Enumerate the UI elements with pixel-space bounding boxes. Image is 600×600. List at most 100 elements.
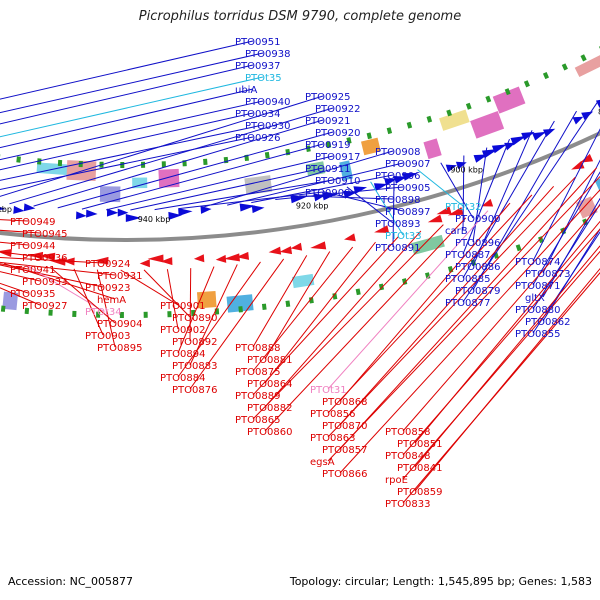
label-leader-line — [252, 246, 354, 372]
forward-gene-arrow — [106, 208, 119, 217]
gene-label: PTO0886 — [455, 262, 500, 273]
label-leader-line — [327, 176, 576, 438]
grid-tick — [485, 95, 492, 103]
grid-tick — [57, 159, 63, 167]
grid-tick — [493, 251, 499, 259]
gene-label: PTO0923 — [85, 283, 130, 294]
grid-tick — [78, 160, 83, 168]
feature-block — [575, 196, 598, 219]
label-leader-line — [0, 64, 254, 125]
gene-label: PTO0871 — [515, 281, 560, 292]
gene-label: PTO0909 — [305, 188, 350, 199]
label-leader-line — [177, 261, 261, 378]
gene-label: PTO0890 — [172, 313, 217, 324]
gene-label: PTO0857 — [322, 445, 367, 456]
label-leader-line — [532, 203, 600, 310]
label-leader-line — [462, 155, 465, 231]
grid-tick — [203, 158, 208, 166]
forward-gene-arrow — [86, 209, 98, 218]
gene-label: PTO0935 — [10, 289, 55, 300]
gene-label: PTO0884 — [160, 373, 205, 384]
grid-tick — [326, 141, 332, 149]
reverse-gene-arrow — [374, 225, 390, 234]
gene-label: PTO0944 — [10, 241, 55, 252]
grid-tick — [120, 161, 125, 169]
gene-label: PTO0917 — [315, 152, 360, 163]
gene-label: PTO0894 — [160, 349, 205, 360]
gene-label: PTOt34 — [85, 307, 122, 318]
gene-label: PTOt31 — [310, 385, 347, 396]
gene-label: PTO0902 — [160, 325, 205, 336]
gene-label: PTO0875 — [235, 367, 280, 378]
grid-tick — [523, 80, 530, 88]
forward-gene-arrow — [521, 131, 535, 141]
label-leader-line — [189, 268, 192, 342]
label-leader-line — [251, 174, 394, 204]
grid-tick — [465, 102, 472, 110]
forward-gene-arrow — [251, 205, 265, 214]
label-leader-line — [0, 261, 116, 276]
label-leader-line — [0, 95, 324, 197]
gene-label: PTO0881 — [247, 355, 292, 366]
label-leader-line — [0, 271, 41, 282]
feature-block — [2, 291, 19, 311]
grid-tick — [285, 300, 291, 308]
reverse-gene-arrow — [160, 257, 173, 266]
gene-label: PTO0927 — [22, 301, 67, 312]
label-leader-line — [177, 266, 215, 354]
reverse-gene-arrow — [279, 246, 293, 255]
gene-label: PTO0860 — [247, 427, 292, 438]
feature-block — [439, 109, 470, 131]
label-leader-line — [202, 150, 394, 208]
gene-label: PTO0866 — [322, 469, 367, 480]
forward-gene-arrow — [76, 211, 87, 220]
label-leader-line — [327, 194, 533, 414]
reverse-gene-arrow — [290, 242, 303, 251]
map-title: Picrophilus torridus DSM 9790, complete … — [138, 9, 462, 24]
gene-label: PTO0863 — [310, 433, 355, 444]
gene-label: PTO0908 — [375, 147, 420, 158]
forward-gene-arrow — [168, 211, 182, 220]
gene-label: PTO0885 — [445, 274, 490, 285]
genome-backbone — [0, 130, 600, 242]
grid-tick — [308, 296, 314, 304]
label-leader-line — [106, 155, 334, 211]
grid-tick — [366, 132, 372, 140]
grid-tick — [346, 137, 352, 144]
label-leader-line — [264, 241, 376, 384]
label-leader-line — [339, 167, 597, 450]
label-leader-line — [264, 230, 422, 408]
label-leader-line — [130, 167, 324, 211]
gene-label: PTO0856 — [310, 409, 355, 420]
label-leader-line — [542, 159, 600, 274]
grid-tick — [425, 272, 431, 280]
gene-label: PTO0895 — [97, 343, 142, 354]
label-leader-line — [0, 124, 264, 181]
forward-gene-arrow — [0, 203, 6, 212]
label-leader-line — [0, 88, 254, 149]
forward-gene-arrow — [393, 176, 408, 184]
feature-block — [360, 137, 381, 156]
gene-label: PTO0889 — [235, 391, 280, 402]
label-leader-line — [252, 224, 444, 420]
gene-label: PTO0951 — [235, 37, 280, 48]
grid-tick — [561, 63, 568, 71]
gene-label: PTO0862 — [525, 317, 570, 328]
feature-block — [292, 273, 315, 289]
reverse-gene-arrow — [50, 257, 66, 266]
gene-label: PTO0910 — [315, 176, 360, 187]
gene-label: PTO0897 — [385, 207, 430, 218]
label-leader-line — [339, 189, 600, 474]
gene-label: PTO0938 — [245, 49, 290, 60]
grid-tick — [141, 161, 146, 168]
forward-gene-arrow — [384, 178, 397, 186]
gene-label: PTO0920 — [315, 128, 360, 139]
gene-label: PTO0922 — [315, 104, 360, 115]
label-leader-line — [402, 272, 600, 504]
label-leader-line — [120, 269, 179, 306]
scale-label: 920 kbp — [296, 202, 329, 211]
feature-block — [470, 111, 505, 139]
label-leader-line — [96, 269, 116, 348]
label-leader-line — [73, 268, 104, 336]
